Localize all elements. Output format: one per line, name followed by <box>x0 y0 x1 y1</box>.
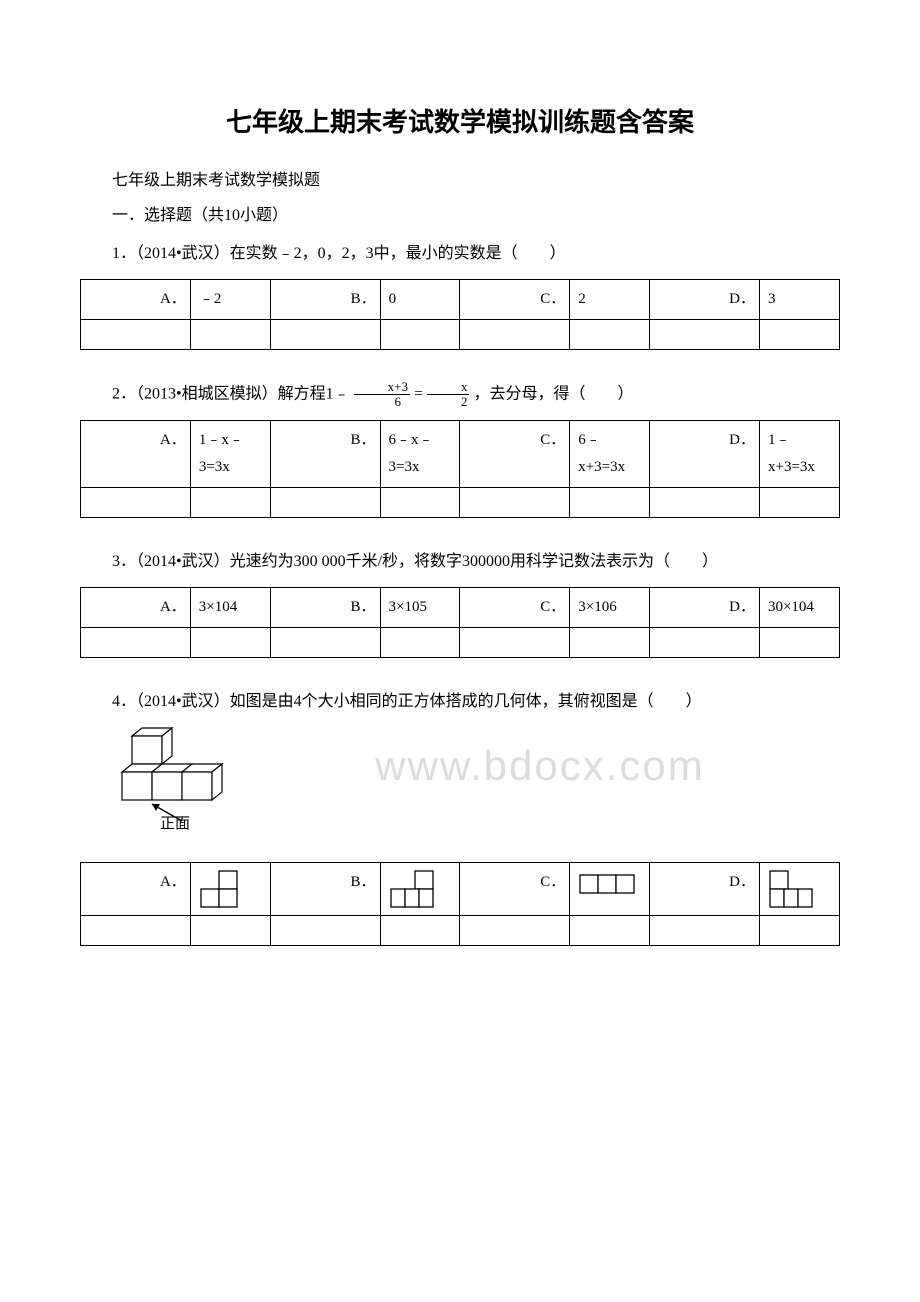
option-label: B． <box>270 420 380 487</box>
option-label: B． <box>270 280 380 320</box>
option-value: 1﹣x﹣3=3x <box>190 420 270 487</box>
q2-suffix: ，去分母，得（ ） <box>473 386 633 403</box>
option-label: D． <box>650 863 760 916</box>
option-b-shape <box>380 863 460 916</box>
denominator: 6 <box>354 395 410 409</box>
question-2-options: A． 1﹣x﹣3=3x B． 6﹣x﹣3=3x C． 6﹣x+3=3x D． 1… <box>80 420 840 518</box>
question-2-text: 2．（2013•相城区模拟）解方程1﹣ x+3 6 = x 2 ，去分母，得（ … <box>80 380 840 410</box>
option-label: D． <box>650 280 760 320</box>
subtitle: 七年级上期末考试数学模拟题 <box>80 167 840 196</box>
option-label: A． <box>81 587 191 627</box>
option-label: A． <box>81 863 191 916</box>
option-value: 6﹣x﹣3=3x <box>380 420 460 487</box>
cube-figure: 正面 <box>112 726 840 847</box>
topview-a-icon <box>199 869 244 909</box>
q2-mid: = <box>414 386 423 403</box>
numerator: x <box>427 380 470 395</box>
option-label: B． <box>270 863 380 916</box>
option-value: 2 <box>570 280 650 320</box>
option-d-shape <box>760 863 840 916</box>
topview-d-icon <box>768 869 816 909</box>
option-value: 1﹣x+3=3x <box>759 420 839 487</box>
question-4-text: 4．（2014•武汉）如图是由4个大小相同的正方体搭成的几何体，其俯视图是（ ） <box>80 688 840 717</box>
option-value: ﹣2 <box>190 280 270 320</box>
question-4-options: A． B． C． <box>80 862 840 946</box>
option-value: 0 <box>380 280 460 320</box>
option-label: A． <box>81 280 191 320</box>
option-label: B． <box>270 587 380 627</box>
numerator: x+3 <box>354 380 410 395</box>
section-heading: 一．选择题（共10小题） <box>80 202 840 231</box>
option-value: 3×105 <box>380 587 460 627</box>
option-value: 6﹣x+3=3x <box>570 420 650 487</box>
topview-b-icon <box>389 869 437 909</box>
option-label: D． <box>650 420 760 487</box>
option-label: C． <box>460 280 570 320</box>
option-label: C． <box>460 863 570 916</box>
option-value: 3 <box>760 280 840 320</box>
fraction-2: x 2 <box>427 380 470 410</box>
question-1-options: A． ﹣2 B． 0 C． 2 D． 3 <box>80 279 840 350</box>
cube-3d-icon: 正面 <box>112 726 242 836</box>
question-3-text: 3．（2014•武汉）光速约为300 000千米/秒，将数字300000用科学记… <box>80 548 840 577</box>
topview-c-icon <box>578 869 638 899</box>
q2-prefix: 2．（2013•相城区模拟）解方程1﹣ <box>112 386 350 403</box>
option-label: C． <box>460 587 570 627</box>
option-c-shape <box>570 863 650 916</box>
front-label: 正面 <box>160 816 190 832</box>
option-value: 30×104 <box>759 587 839 627</box>
option-a-shape <box>190 863 270 916</box>
option-label: A． <box>81 420 191 487</box>
option-value: 3×106 <box>570 587 650 627</box>
option-label: D． <box>650 587 760 627</box>
page-title: 七年级上期末考试数学模拟训练题含答案 <box>80 100 840 147</box>
fraction-1: x+3 6 <box>354 380 410 410</box>
denominator: 2 <box>427 395 470 409</box>
question-3-options: A． 3×104 B． 3×105 C． 3×106 D． 30×104 <box>80 587 840 658</box>
option-label: C． <box>460 420 570 487</box>
question-1-text: 1．（2014•武汉）在实数﹣2，0，2，3中，最小的实数是（ ） <box>80 240 840 269</box>
option-value: 3×104 <box>190 587 270 627</box>
